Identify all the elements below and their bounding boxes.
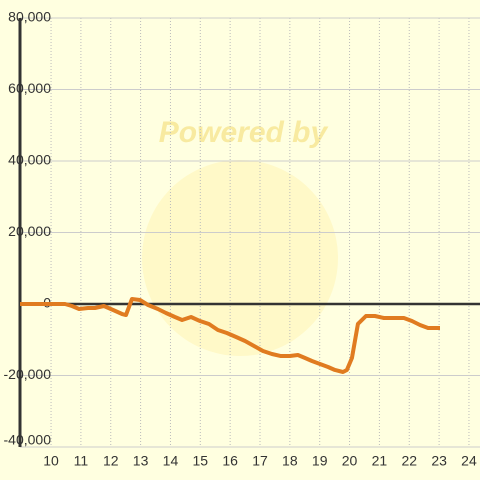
x-tick-label: 16 (222, 453, 238, 469)
x-tick-label: 19 (312, 453, 328, 469)
x-tick-label: 18 (282, 453, 298, 469)
x-tick-label: 11 (74, 453, 89, 469)
y-tick-label: -40,000 (4, 432, 52, 448)
x-tick-label: 12 (103, 453, 119, 469)
watermark-logo (142, 160, 338, 356)
x-tick-label: 20 (342, 453, 358, 469)
watermark: Powered by (159, 116, 329, 149)
x-tick-label: 24 (461, 453, 477, 469)
y-tick-label: -20,000 (4, 366, 52, 382)
y-tick-label: 20,000 (8, 223, 51, 239)
x-tick-label: 17 (252, 453, 268, 469)
line (20, 296, 440, 374)
x-tick-label: 21 (372, 453, 388, 469)
x-tick-label: 15 (193, 453, 209, 469)
x-tick-label: 22 (401, 453, 417, 469)
y-tick-label: 60,000 (8, 80, 51, 96)
x-tick-label: 14 (163, 453, 179, 469)
x-tick-label: 23 (431, 453, 447, 469)
x-tick-label: 13 (133, 453, 149, 469)
y-tick-label: 80,000 (8, 9, 51, 25)
x-tick-label: 10 (43, 453, 59, 469)
y-tick-label: 40,000 (8, 152, 51, 168)
